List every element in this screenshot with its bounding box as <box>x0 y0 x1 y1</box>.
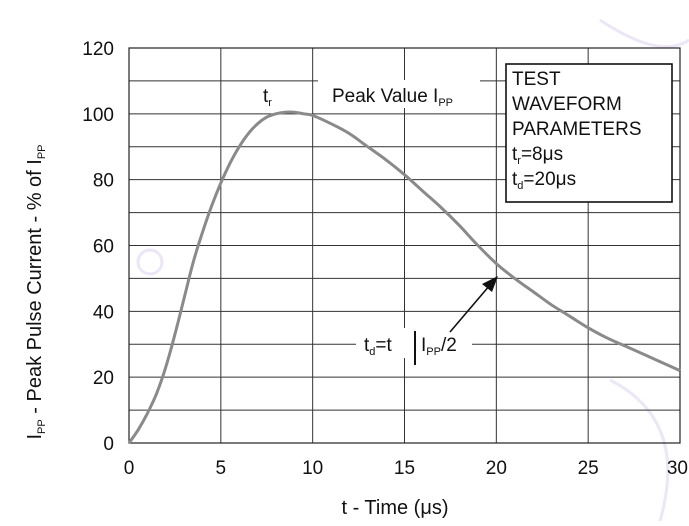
half-peak-annotation: IPP/2 <box>421 335 457 358</box>
params-line-waveform: WAVEFORM <box>512 94 622 115</box>
x-tick-labels: 0 5 10 15 20 25 30 <box>124 458 688 479</box>
test-parameters-box: TEST WAVEFORM PARAMETERS tr=8μs td=20μs <box>505 63 673 203</box>
rise-time-annotation: tr <box>263 86 272 109</box>
decay-time-annotation: td=t <box>364 335 393 358</box>
half-peak-arrow <box>449 276 498 333</box>
y-tick-label: 0 <box>103 434 114 455</box>
peak-label-background <box>318 80 480 108</box>
waveform-series-line <box>127 110 681 444</box>
x-tick-label: 30 <box>667 458 688 479</box>
y-tick-label: 120 <box>82 39 114 60</box>
x-tick-label: 5 <box>216 458 227 479</box>
x-tick-label: 25 <box>578 458 599 479</box>
y-tick-labels: 0 20 40 60 80 100 120 <box>82 39 114 455</box>
x-axis-title: t - Time (μs) <box>341 497 448 519</box>
params-rise-time: tr=8μs <box>512 144 563 167</box>
y-tick-label: 20 <box>93 368 114 389</box>
x-tick-label: 20 <box>486 458 507 479</box>
x-tick-label: 0 <box>124 458 135 479</box>
y-tick-label: 40 <box>93 302 114 323</box>
y-tick-label: 60 <box>93 237 114 258</box>
y-tick-label: 80 <box>93 171 114 192</box>
watermark <box>136 18 689 522</box>
y-tick-label: 100 <box>82 105 114 126</box>
x-tick-label: 10 <box>302 458 323 479</box>
y-axis-title: IPP - Peak Pulse Current - % of IPP <box>24 144 48 439</box>
watermark-arc-top <box>599 18 689 49</box>
watermark-arc-bottom <box>609 378 670 522</box>
params-line-parameters: PARAMETERS <box>512 119 642 140</box>
watermark-circle <box>136 248 164 276</box>
params-decay-time: td=20μs <box>512 169 576 192</box>
plot-frame <box>128 47 681 444</box>
params-line-test: TEST <box>512 69 561 90</box>
x-tick-label: 15 <box>394 458 415 479</box>
peak-value-annotation: Peak Value IPP <box>332 86 453 109</box>
